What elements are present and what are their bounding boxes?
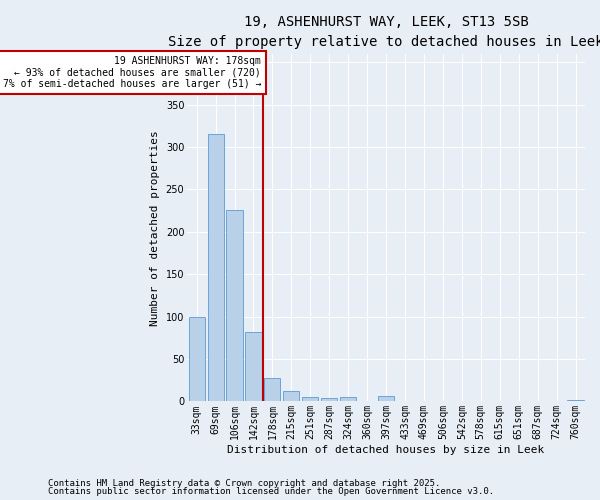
Bar <box>321 398 337 402</box>
X-axis label: Distribution of detached houses by size in Leek: Distribution of detached houses by size … <box>227 445 545 455</box>
Bar <box>435 400 451 402</box>
Bar <box>226 210 242 402</box>
Bar <box>245 332 262 402</box>
Bar <box>340 397 356 402</box>
Bar <box>378 396 394 402</box>
Bar <box>208 134 224 402</box>
Text: Contains public sector information licensed under the Open Government Licence v3: Contains public sector information licen… <box>48 488 494 496</box>
Bar <box>568 400 584 402</box>
Bar <box>188 316 205 402</box>
Y-axis label: Number of detached properties: Number of detached properties <box>150 130 160 326</box>
Text: 19 ASHENHURST WAY: 178sqm
← 93% of detached houses are smaller (720)
7% of semi-: 19 ASHENHURST WAY: 178sqm ← 93% of detac… <box>2 56 261 89</box>
Bar <box>302 397 319 402</box>
Title: 19, ASHENHURST WAY, LEEK, ST13 5SB
Size of property relative to detached houses : 19, ASHENHURST WAY, LEEK, ST13 5SB Size … <box>169 15 600 48</box>
Text: Contains HM Land Registry data © Crown copyright and database right 2025.: Contains HM Land Registry data © Crown c… <box>48 478 440 488</box>
Bar <box>283 391 299 402</box>
Bar <box>265 378 280 402</box>
